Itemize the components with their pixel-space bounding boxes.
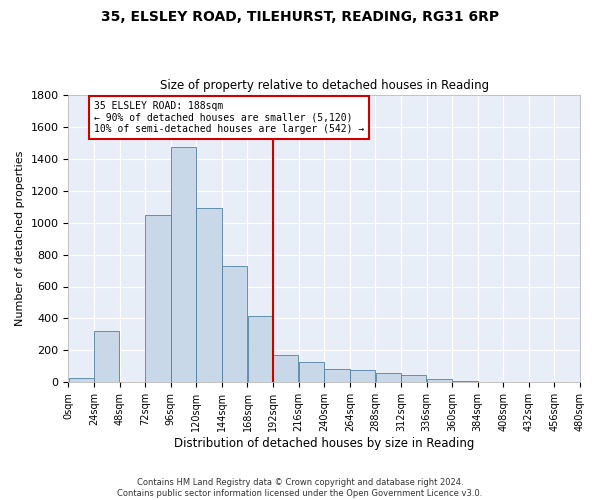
Bar (273, 356, 298, 382)
Text: 35 ELSLEY ROAD: 188sqm
← 90% of detached houses are smaller (5,120)
10% of semi-: 35 ELSLEY ROAD: 188sqm ← 90% of detached… (94, 101, 364, 134)
Bar (452, 381, 478, 382)
Bar (222, 266, 247, 382)
Bar (325, 369, 350, 382)
Bar (196, 208, 222, 382)
Bar (145, 214, 170, 382)
Text: Contains HM Land Registry data © Crown copyright and database right 2024.
Contai: Contains HM Land Registry data © Crown c… (118, 478, 482, 498)
Bar (427, 380, 452, 382)
Y-axis label: Number of detached properties: Number of detached properties (15, 151, 25, 326)
Bar (68, 378, 94, 382)
Bar (248, 316, 273, 382)
Text: 35, ELSLEY ROAD, TILEHURST, READING, RG31 6RP: 35, ELSLEY ROAD, TILEHURST, READING, RG3… (101, 10, 499, 24)
Bar (350, 370, 375, 382)
X-axis label: Distribution of detached houses by size in Reading: Distribution of detached houses by size … (174, 437, 475, 450)
Bar (376, 373, 401, 382)
Bar (171, 148, 196, 382)
Bar (94, 332, 119, 382)
Title: Size of property relative to detached houses in Reading: Size of property relative to detached ho… (160, 79, 489, 92)
Bar (299, 362, 324, 382)
Bar (401, 376, 427, 382)
